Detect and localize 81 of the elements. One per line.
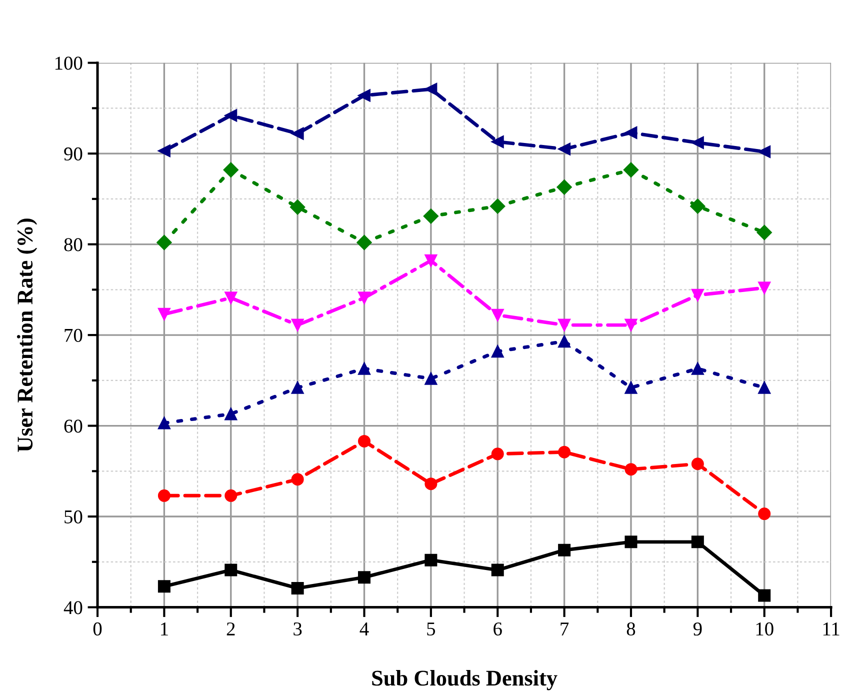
point	[691, 136, 704, 149]
point	[491, 345, 504, 358]
y-tick-label: 60	[64, 420, 82, 433]
point	[424, 478, 438, 490]
point	[558, 318, 571, 332]
point	[424, 82, 438, 96]
x-tick-label: 0	[93, 622, 102, 636]
point	[624, 126, 638, 139]
point	[758, 508, 771, 520]
point	[624, 381, 638, 394]
point	[358, 362, 371, 375]
y-tick-label: 100	[55, 56, 82, 70]
x-tick-label: 4	[360, 622, 369, 636]
point	[623, 162, 639, 178]
y-tick-label: 50	[64, 510, 82, 524]
point	[356, 234, 372, 250]
point	[223, 162, 238, 178]
point	[690, 198, 706, 214]
x-tick-label: 8	[626, 622, 636, 636]
point	[224, 292, 238, 304]
point	[758, 589, 771, 602]
x-tick-label: 7	[560, 622, 569, 636]
point	[291, 127, 304, 140]
point	[290, 200, 306, 215]
x-tick-label: 6	[494, 622, 502, 636]
point	[158, 144, 170, 158]
y-tick-label: 40	[64, 601, 82, 614]
point	[491, 308, 504, 322]
point	[758, 145, 771, 158]
point	[558, 446, 571, 458]
x-tick-label: 11	[823, 622, 840, 636]
point	[558, 142, 571, 156]
point	[558, 335, 571, 348]
point	[691, 458, 704, 470]
point	[691, 362, 704, 375]
point	[358, 434, 371, 448]
point	[158, 489, 170, 502]
point	[224, 564, 238, 576]
point	[424, 254, 438, 267]
point	[156, 234, 172, 250]
y-tick-label: 90	[64, 147, 82, 160]
x-axis-title: Sub Clouds Density	[372, 670, 558, 690]
x-tick-label: 1	[161, 622, 168, 636]
x-tick-label: 2	[226, 622, 235, 636]
point	[291, 473, 304, 486]
point	[758, 381, 771, 394]
point	[756, 224, 772, 240]
point	[624, 318, 638, 332]
point	[491, 564, 504, 576]
point	[358, 89, 371, 102]
point	[556, 180, 572, 195]
point	[691, 536, 704, 548]
point	[424, 372, 438, 385]
point	[224, 489, 238, 502]
point	[224, 109, 238, 122]
point	[423, 208, 439, 224]
point	[490, 198, 506, 214]
point	[158, 308, 170, 320]
point	[291, 318, 304, 332]
y-axis-title: User Retention Rate (%)	[16, 218, 38, 452]
point	[691, 288, 704, 302]
point	[424, 554, 438, 566]
point	[358, 571, 371, 584]
point	[158, 416, 170, 430]
point	[624, 536, 638, 548]
point	[491, 136, 504, 148]
x-tick-label: 5	[427, 622, 436, 636]
y-tick-label: 70	[64, 328, 82, 342]
point	[491, 448, 504, 460]
point	[158, 580, 170, 593]
point	[224, 408, 238, 420]
point	[758, 282, 771, 294]
point	[624, 463, 638, 476]
y-tick-label: 80	[64, 238, 82, 252]
x-tick-label: 10	[756, 622, 774, 636]
point	[358, 292, 371, 304]
point	[291, 582, 304, 594]
x-tick-label: 3	[294, 622, 302, 636]
x-tick-label: 9	[693, 622, 702, 636]
point	[291, 381, 304, 394]
point	[558, 544, 571, 556]
